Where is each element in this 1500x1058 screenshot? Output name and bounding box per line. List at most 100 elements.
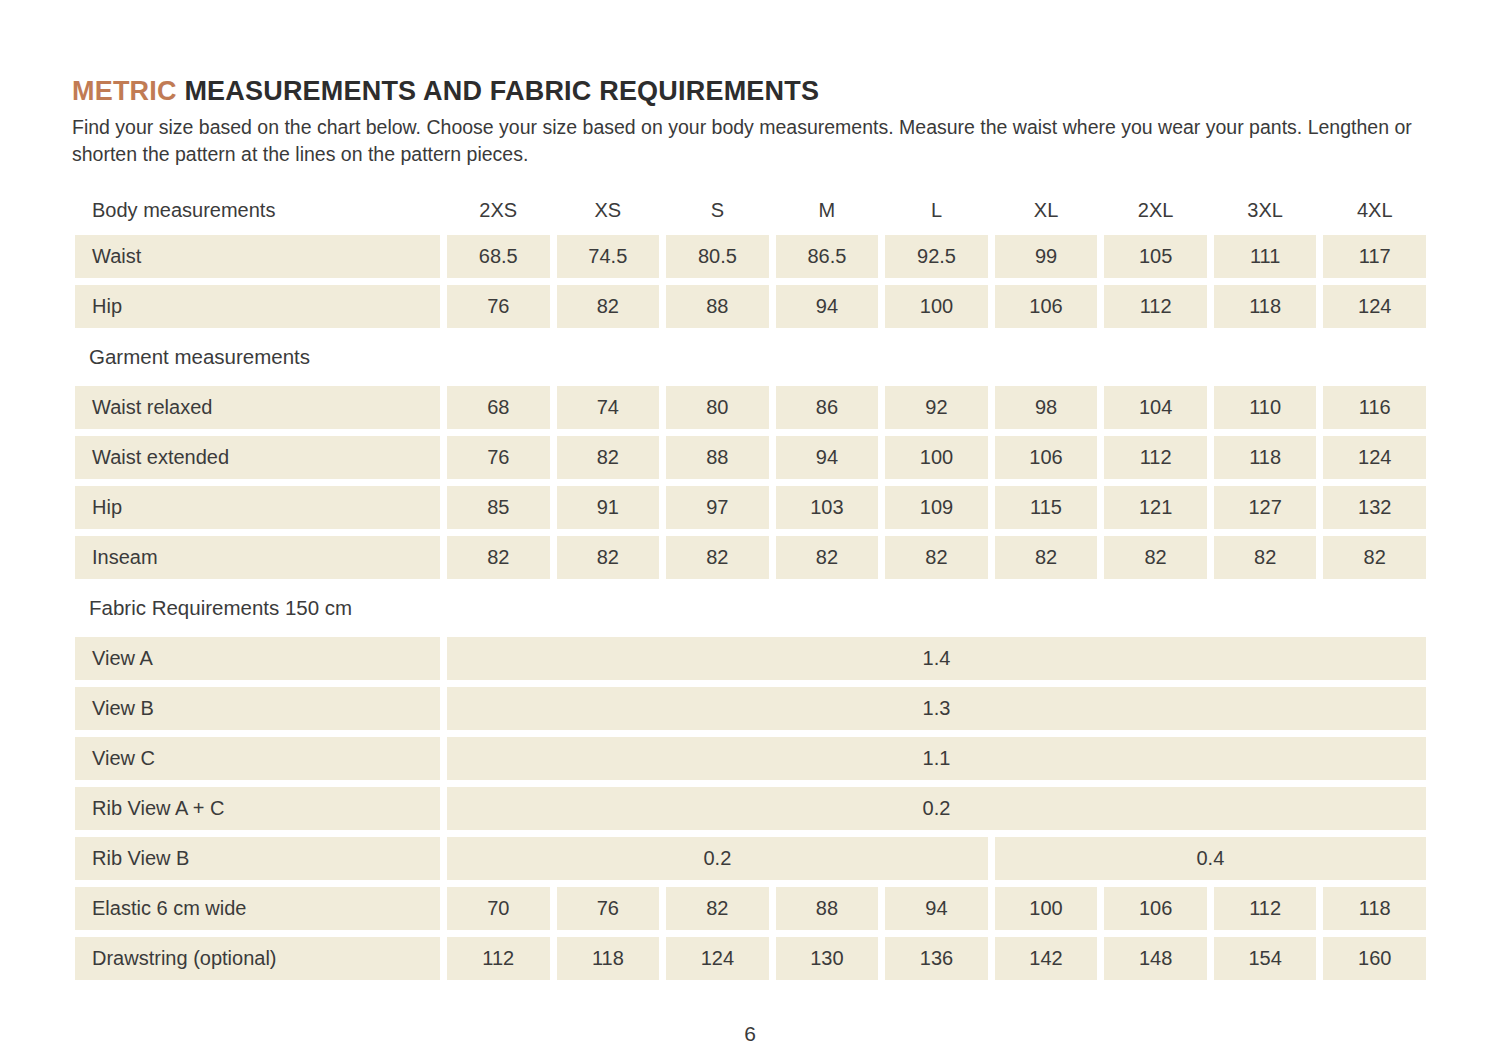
size-header: 2XL bbox=[1104, 191, 1207, 229]
table-row-merged: View A1.4 bbox=[75, 637, 1426, 680]
row-label: Elastic 6 cm wide bbox=[75, 887, 440, 930]
value-cell: 132 bbox=[1323, 486, 1426, 529]
value-cell: 92 bbox=[885, 386, 988, 429]
table-row-merged: View C1.1 bbox=[75, 737, 1426, 780]
row-label: Waist relaxed bbox=[75, 386, 440, 429]
intro-paragraph: Find your size based on the chart below.… bbox=[72, 114, 1426, 167]
document-page: METRIC MEASUREMENTS AND FABRIC REQUIREME… bbox=[0, 0, 1500, 1058]
value-cell: 86 bbox=[776, 386, 879, 429]
value-cell: 117 bbox=[1323, 235, 1426, 278]
value-cell: 127 bbox=[1214, 486, 1317, 529]
value-cell: 92.5 bbox=[885, 235, 988, 278]
table-row-values: Hip76828894100106112118124 bbox=[75, 285, 1426, 328]
value-cell: 97 bbox=[666, 486, 769, 529]
value-cell: 121 bbox=[1104, 486, 1207, 529]
value-cell: 103 bbox=[776, 486, 879, 529]
value-cell: 160 bbox=[1323, 937, 1426, 980]
value-cell: 94 bbox=[776, 285, 879, 328]
size-header: M bbox=[776, 191, 879, 229]
value-cell: 82 bbox=[557, 436, 660, 479]
size-header: 2XS bbox=[447, 191, 550, 229]
table-row-values: Elastic 6 cm wide7076828894100106112118 bbox=[75, 887, 1426, 930]
merged-value-cell: 1.3 bbox=[447, 687, 1426, 730]
value-cell: 118 bbox=[1214, 436, 1317, 479]
value-cell: 88 bbox=[776, 887, 879, 930]
table-row-split: Rib View B0.20.4 bbox=[75, 837, 1426, 880]
page-title: METRIC MEASUREMENTS AND FABRIC REQUIREME… bbox=[72, 76, 1426, 107]
value-cell: 82 bbox=[557, 536, 660, 579]
value-cell: 100 bbox=[995, 887, 1098, 930]
size-table: Body measurements2XSXSSMLXL2XL3XL4XLWais… bbox=[75, 191, 1426, 980]
value-cell: 109 bbox=[885, 486, 988, 529]
size-header: XL bbox=[995, 191, 1098, 229]
row-label: Hip bbox=[75, 486, 440, 529]
value-cell: 85 bbox=[447, 486, 550, 529]
row-label: Drawstring (optional) bbox=[75, 937, 440, 980]
value-cell: 82 bbox=[995, 536, 1098, 579]
page-content: METRIC MEASUREMENTS AND FABRIC REQUIREME… bbox=[0, 0, 1500, 980]
section-header: Garment measurements bbox=[75, 335, 1426, 379]
row-label: Rib View A + C bbox=[75, 787, 440, 830]
value-cell: 74 bbox=[557, 386, 660, 429]
value-cell: 110 bbox=[1214, 386, 1317, 429]
value-cell: 88 bbox=[666, 436, 769, 479]
value-cell: 118 bbox=[557, 937, 660, 980]
value-cell: 106 bbox=[995, 285, 1098, 328]
value-cell: 82 bbox=[776, 536, 879, 579]
value-cell: 105 bbox=[1104, 235, 1207, 278]
split-value-cell: 0.2 bbox=[447, 837, 988, 880]
size-header: L bbox=[885, 191, 988, 229]
table-row-merged: View B1.3 bbox=[75, 687, 1426, 730]
value-cell: 112 bbox=[1104, 436, 1207, 479]
value-cell: 80.5 bbox=[666, 235, 769, 278]
value-cell: 74.5 bbox=[557, 235, 660, 278]
split-value-cell: 0.4 bbox=[995, 837, 1426, 880]
table-row-header: Body measurements2XSXSSMLXL2XL3XL4XL bbox=[75, 191, 1426, 229]
table-row-values: Waist extended76828894100106112118124 bbox=[75, 436, 1426, 479]
page-title-accent: METRIC bbox=[72, 76, 177, 106]
value-cell: 82 bbox=[557, 285, 660, 328]
row-label: Waist extended bbox=[75, 436, 440, 479]
value-cell: 88 bbox=[666, 285, 769, 328]
value-cell: 80 bbox=[666, 386, 769, 429]
value-cell: 115 bbox=[995, 486, 1098, 529]
value-cell: 98 bbox=[995, 386, 1098, 429]
merged-value-cell: 1.4 bbox=[447, 637, 1426, 680]
value-cell: 148 bbox=[1104, 937, 1207, 980]
value-cell: 106 bbox=[1104, 887, 1207, 930]
size-header: S bbox=[666, 191, 769, 229]
column-header-label: Body measurements bbox=[75, 191, 440, 229]
value-cell: 70 bbox=[447, 887, 550, 930]
value-cell: 76 bbox=[557, 887, 660, 930]
value-cell: 94 bbox=[885, 887, 988, 930]
value-cell: 76 bbox=[447, 436, 550, 479]
table-row-values: Waist68.574.580.586.592.599105111117 bbox=[75, 235, 1426, 278]
section-header: Fabric Requirements 150 cm bbox=[75, 586, 1426, 630]
table-row-merged: Rib View A + C0.2 bbox=[75, 787, 1426, 830]
merged-value-cell: 0.2 bbox=[447, 787, 1426, 830]
value-cell: 104 bbox=[1104, 386, 1207, 429]
value-cell: 118 bbox=[1323, 887, 1426, 930]
value-cell: 100 bbox=[885, 436, 988, 479]
value-cell: 130 bbox=[776, 937, 879, 980]
value-cell: 68 bbox=[447, 386, 550, 429]
value-cell: 154 bbox=[1214, 937, 1317, 980]
table-row-values: Inseam828282828282828282 bbox=[75, 536, 1426, 579]
value-cell: 68.5 bbox=[447, 235, 550, 278]
page-number: 6 bbox=[0, 1022, 1500, 1046]
value-cell: 82 bbox=[1214, 536, 1317, 579]
merged-value-cell: 1.1 bbox=[447, 737, 1426, 780]
value-cell: 124 bbox=[1323, 436, 1426, 479]
value-cell: 111 bbox=[1214, 235, 1317, 278]
value-cell: 86.5 bbox=[776, 235, 879, 278]
value-cell: 112 bbox=[1214, 887, 1317, 930]
row-label: Waist bbox=[75, 235, 440, 278]
value-cell: 142 bbox=[995, 937, 1098, 980]
value-cell: 82 bbox=[447, 536, 550, 579]
row-label: View A bbox=[75, 637, 440, 680]
value-cell: 124 bbox=[1323, 285, 1426, 328]
size-header: XS bbox=[557, 191, 660, 229]
value-cell: 116 bbox=[1323, 386, 1426, 429]
page-title-rest: MEASUREMENTS AND FABRIC REQUIREMENTS bbox=[177, 76, 819, 106]
row-label: Rib View B bbox=[75, 837, 440, 880]
